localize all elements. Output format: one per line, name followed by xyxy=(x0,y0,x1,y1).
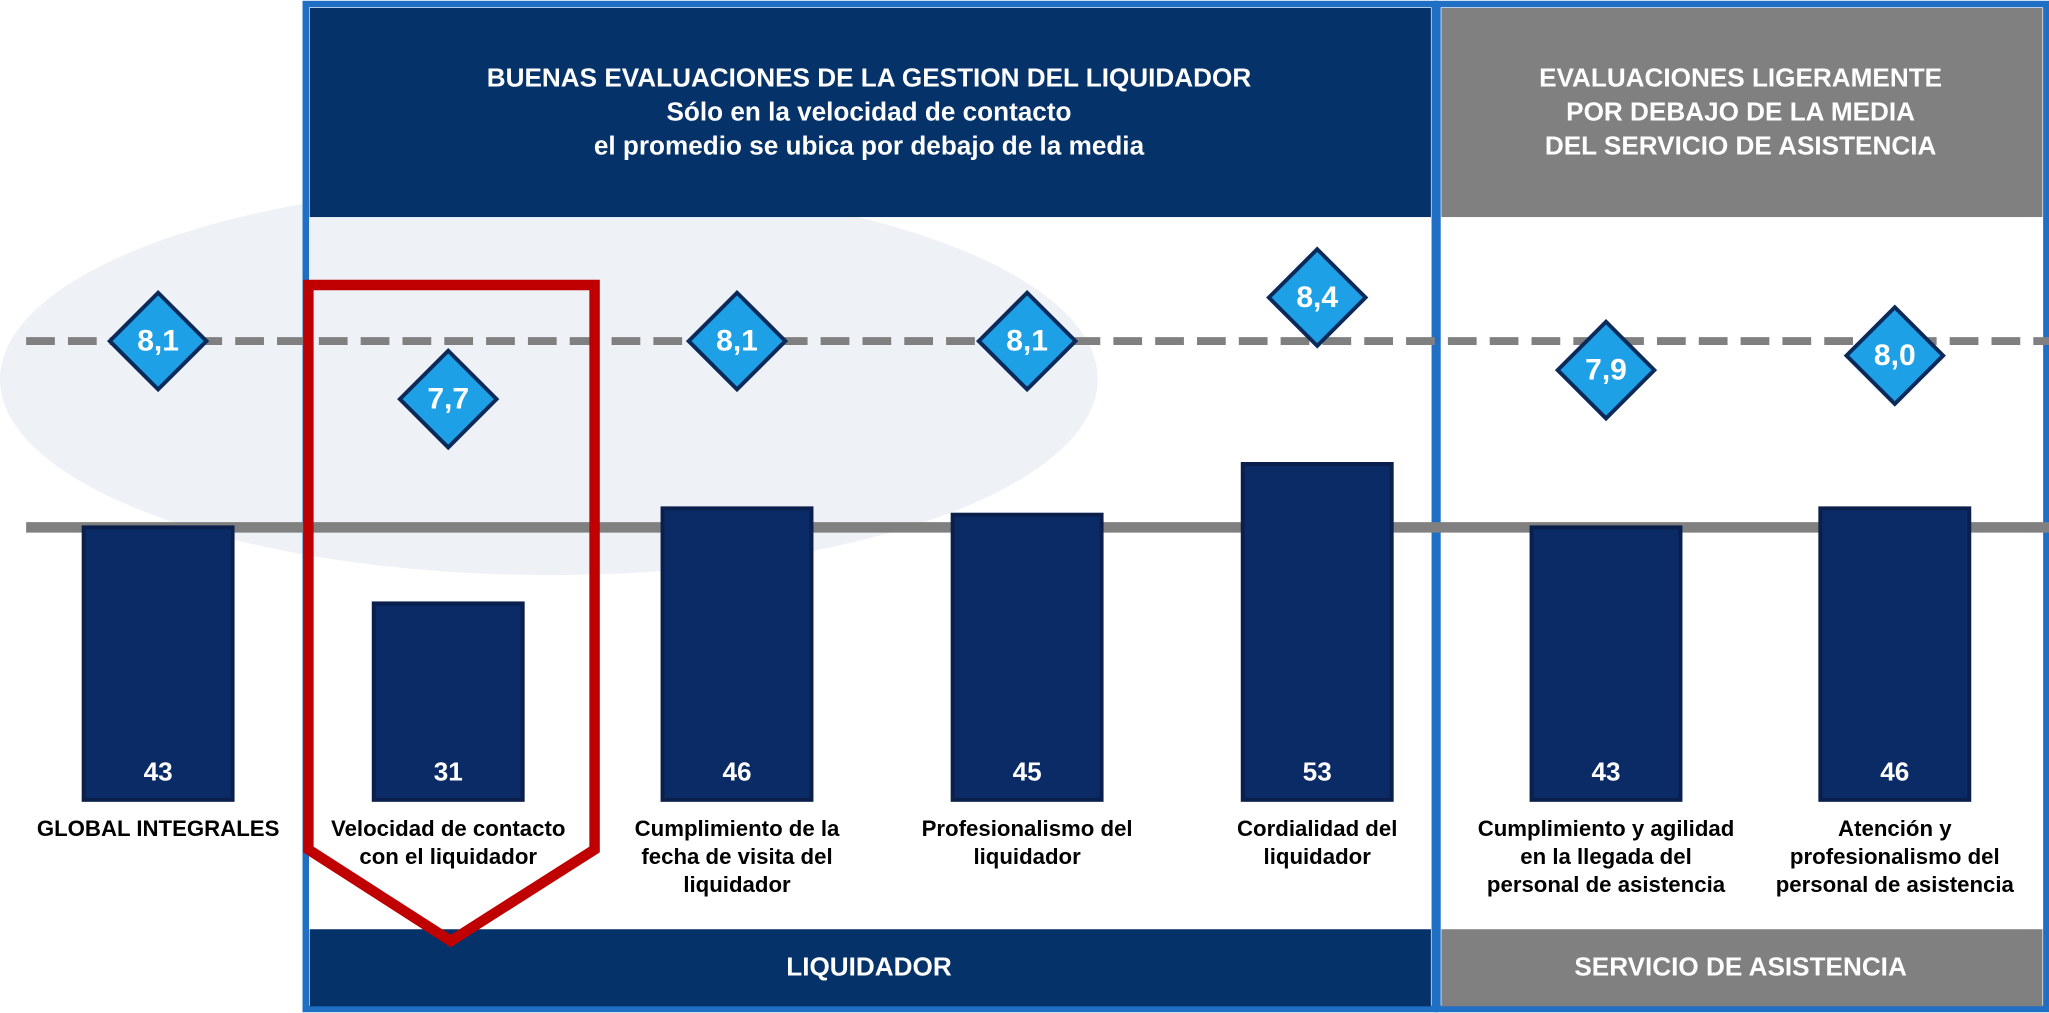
bar-value-label: 53 xyxy=(1303,757,1332,787)
score-label: 8,0 xyxy=(1874,339,1916,372)
category-label: liquidador xyxy=(973,844,1081,869)
bar xyxy=(660,506,814,802)
panel-title: POR DEBAJO DE LA MEDIA xyxy=(1566,97,1915,127)
category-label: GLOBAL INTEGRALES xyxy=(37,816,280,841)
bar xyxy=(1529,525,1683,802)
score-diamond xyxy=(975,289,1079,393)
score-diamond xyxy=(685,289,789,393)
category-label: personal de asistencia xyxy=(1776,872,2015,897)
category-label: fecha de visita del xyxy=(641,844,832,869)
bar xyxy=(950,512,1104,802)
score-label: 7,7 xyxy=(427,382,469,415)
category-label: profesionalismo del xyxy=(1790,844,2000,869)
bar-value-label: 43 xyxy=(1591,757,1620,787)
category-label: liquidador xyxy=(683,872,791,897)
bar xyxy=(1818,506,1972,802)
bar xyxy=(1240,462,1394,802)
panel-title: el promedio se ubica por debajo de la me… xyxy=(594,131,1145,161)
score-label: 8,1 xyxy=(1006,324,1048,357)
panel-border xyxy=(1434,0,2049,1013)
category-label: personal de asistencia xyxy=(1487,872,1726,897)
category-label: Cumplimiento de la xyxy=(635,816,840,841)
panel-title: DEL SERVICIO DE ASISTENCIA xyxy=(1545,131,1937,161)
highlight xyxy=(303,279,600,948)
bar-value-label: 43 xyxy=(144,757,173,787)
panel-header xyxy=(309,7,1431,218)
category-label: Velocidad de contacto xyxy=(331,816,565,841)
panel-footer xyxy=(309,929,1431,1007)
score-label: 8,4 xyxy=(1296,281,1338,314)
category-label: Cordialidad del xyxy=(1237,816,1397,841)
panel-label: SERVICIO DE ASISTENCIA xyxy=(1574,951,1907,981)
bar-value-label: 46 xyxy=(722,757,751,787)
category-label: con el liquidador xyxy=(359,844,537,869)
bar-value-label: 45 xyxy=(1013,757,1042,787)
panel-header xyxy=(1441,7,2043,218)
panel-footer xyxy=(1441,929,2043,1007)
panel-label: LIQUIDADOR xyxy=(786,951,952,981)
score-diamond xyxy=(397,347,500,451)
bar-value-label: 46 xyxy=(1880,757,1909,787)
bar xyxy=(371,601,525,802)
panel-title: Sólo en la velocidad de contacto xyxy=(666,97,1071,127)
score-label: 8,1 xyxy=(137,324,179,357)
panel-title: EVALUACIONES LIGERAMENTE xyxy=(1539,63,1942,93)
category-label: Atención y xyxy=(1838,816,1952,841)
panel-title: BUENAS EVALUACIONES DE LA GESTION DEL LI… xyxy=(487,63,1252,93)
category-label: Profesionalismo del xyxy=(922,816,1133,841)
score-diamond xyxy=(1266,246,1369,349)
bar xyxy=(81,525,235,802)
bar-value-label: 31 xyxy=(434,757,463,787)
score-diamond xyxy=(1554,318,1658,422)
background-picture xyxy=(0,183,1098,576)
category-label: Cumplimiento y agilidad xyxy=(1478,816,1735,841)
score-diamond xyxy=(106,289,210,393)
score-diamond xyxy=(1843,304,1946,407)
category-label: en la llegada del xyxy=(1520,844,1692,869)
score-label: 7,9 xyxy=(1585,353,1627,386)
category-label: liquidador xyxy=(1264,844,1372,869)
score-label: 8,1 xyxy=(716,324,758,357)
